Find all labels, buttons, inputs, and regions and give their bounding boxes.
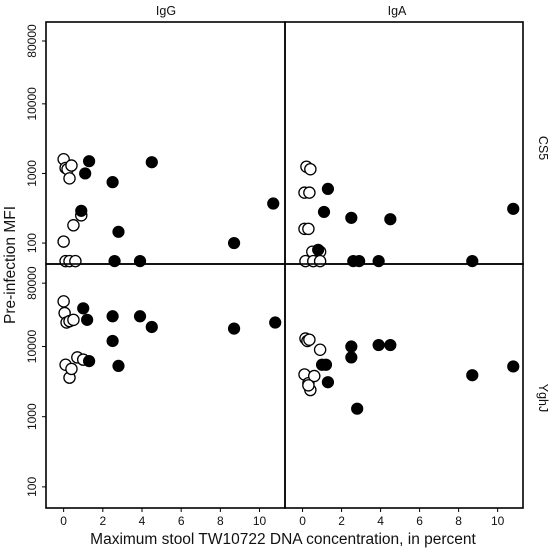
y-tick-label: 10000 xyxy=(25,330,39,364)
axis-titles: Maximum stool TW10722 DNA concentration,… xyxy=(2,206,477,548)
open-point xyxy=(313,343,327,356)
filled-point xyxy=(75,204,88,217)
open-point xyxy=(65,362,78,376)
filled-point xyxy=(227,236,241,250)
open-point xyxy=(303,186,316,199)
x-tick-label: 8 xyxy=(217,514,224,528)
filled-point xyxy=(133,310,147,323)
open-point xyxy=(57,235,70,248)
filled-point xyxy=(319,358,333,371)
filled-point xyxy=(372,255,385,268)
x-tick-label: 10 xyxy=(491,514,505,528)
open-point xyxy=(57,295,70,308)
filled-point xyxy=(82,155,96,168)
x-tick-label: 4 xyxy=(377,514,384,528)
panel-frame xyxy=(45,21,286,265)
y-tick-label: 80000 xyxy=(25,24,39,58)
filled-point xyxy=(384,213,397,226)
y-tick-label: 1000 xyxy=(25,160,39,187)
filled-point xyxy=(145,320,158,334)
filled-point xyxy=(507,202,520,215)
filled-point xyxy=(466,369,479,382)
x-tick-label: 10 xyxy=(253,514,267,528)
panel-iga-yghj: 0 2 4 6 8 10 xyxy=(284,263,524,528)
x-tick-label: 2 xyxy=(338,514,345,528)
filled-point xyxy=(77,302,90,315)
open-point xyxy=(304,162,317,176)
filled-point xyxy=(145,156,158,169)
panel-iga-cs5 xyxy=(284,21,524,268)
open-point xyxy=(63,172,76,185)
filled-point xyxy=(345,340,358,353)
filled-point xyxy=(466,255,479,268)
panel-igg-yghj: 100 1000 10000 80000 0 2 4 6 8 10 xyxy=(25,263,286,528)
filled-point xyxy=(321,182,335,195)
filled-point xyxy=(133,255,147,268)
filled-point xyxy=(81,313,94,326)
column-label-igg: IgG xyxy=(156,4,176,18)
filled-point xyxy=(106,334,119,348)
open-point xyxy=(65,159,78,172)
open-point xyxy=(308,369,321,383)
x-tick-label: 0 xyxy=(299,514,306,528)
filled-point xyxy=(267,197,280,210)
filled-point xyxy=(321,376,335,389)
panel-frame xyxy=(45,263,286,509)
filled-point xyxy=(372,338,385,352)
x-tick-label: 8 xyxy=(455,514,462,528)
x-tick-label: 2 xyxy=(99,514,106,528)
y-tick-label: 100 xyxy=(25,233,39,253)
panel-igg-cs5: 100 1000 10000 80000 xyxy=(25,21,286,268)
filled-point xyxy=(384,338,397,352)
x-tick-label: 4 xyxy=(139,514,146,528)
open-point xyxy=(69,254,82,268)
x-axis-title: Maximum stool TW10722 DNA concentration,… xyxy=(90,531,476,548)
filled-point xyxy=(112,225,125,238)
row-label-cs5: CS5 xyxy=(536,136,549,160)
x-tick-label: 0 xyxy=(60,514,67,528)
filled-point xyxy=(269,316,282,329)
y-axis-title: Pre-infection MFI xyxy=(2,206,19,324)
strip-labels: IgG IgA CS5 YghJ xyxy=(156,4,549,412)
open-point xyxy=(67,219,80,232)
filled-point xyxy=(353,255,366,268)
filled-point xyxy=(351,402,364,415)
open-point xyxy=(67,313,80,327)
y-tick-label: 1000 xyxy=(25,403,39,430)
x-tick-label: 6 xyxy=(178,514,185,528)
column-label-iga: IgA xyxy=(388,4,407,18)
x-tick-label: 6 xyxy=(416,514,423,528)
filled-point xyxy=(312,243,325,256)
filled-point xyxy=(345,351,358,364)
filled-point xyxy=(507,360,520,373)
filled-point xyxy=(108,255,121,268)
open-point xyxy=(302,222,315,236)
y-tick-label: 80000 xyxy=(25,266,39,300)
panel-frame xyxy=(284,263,524,509)
filled-point xyxy=(79,167,92,180)
y-tick-label: 10000 xyxy=(25,87,39,121)
row-label-yghj: YghJ xyxy=(536,384,549,413)
filled-point xyxy=(106,310,119,323)
filled-point xyxy=(345,211,358,224)
filled-point xyxy=(82,354,96,368)
filled-point xyxy=(227,322,241,335)
open-point xyxy=(302,379,315,392)
panel-frame xyxy=(284,21,524,265)
open-point xyxy=(313,254,327,268)
open-point xyxy=(303,333,316,346)
y-tick-label: 100 xyxy=(25,477,39,497)
filled-point xyxy=(112,359,125,372)
filled-point xyxy=(106,176,119,189)
filled-point xyxy=(317,205,331,219)
